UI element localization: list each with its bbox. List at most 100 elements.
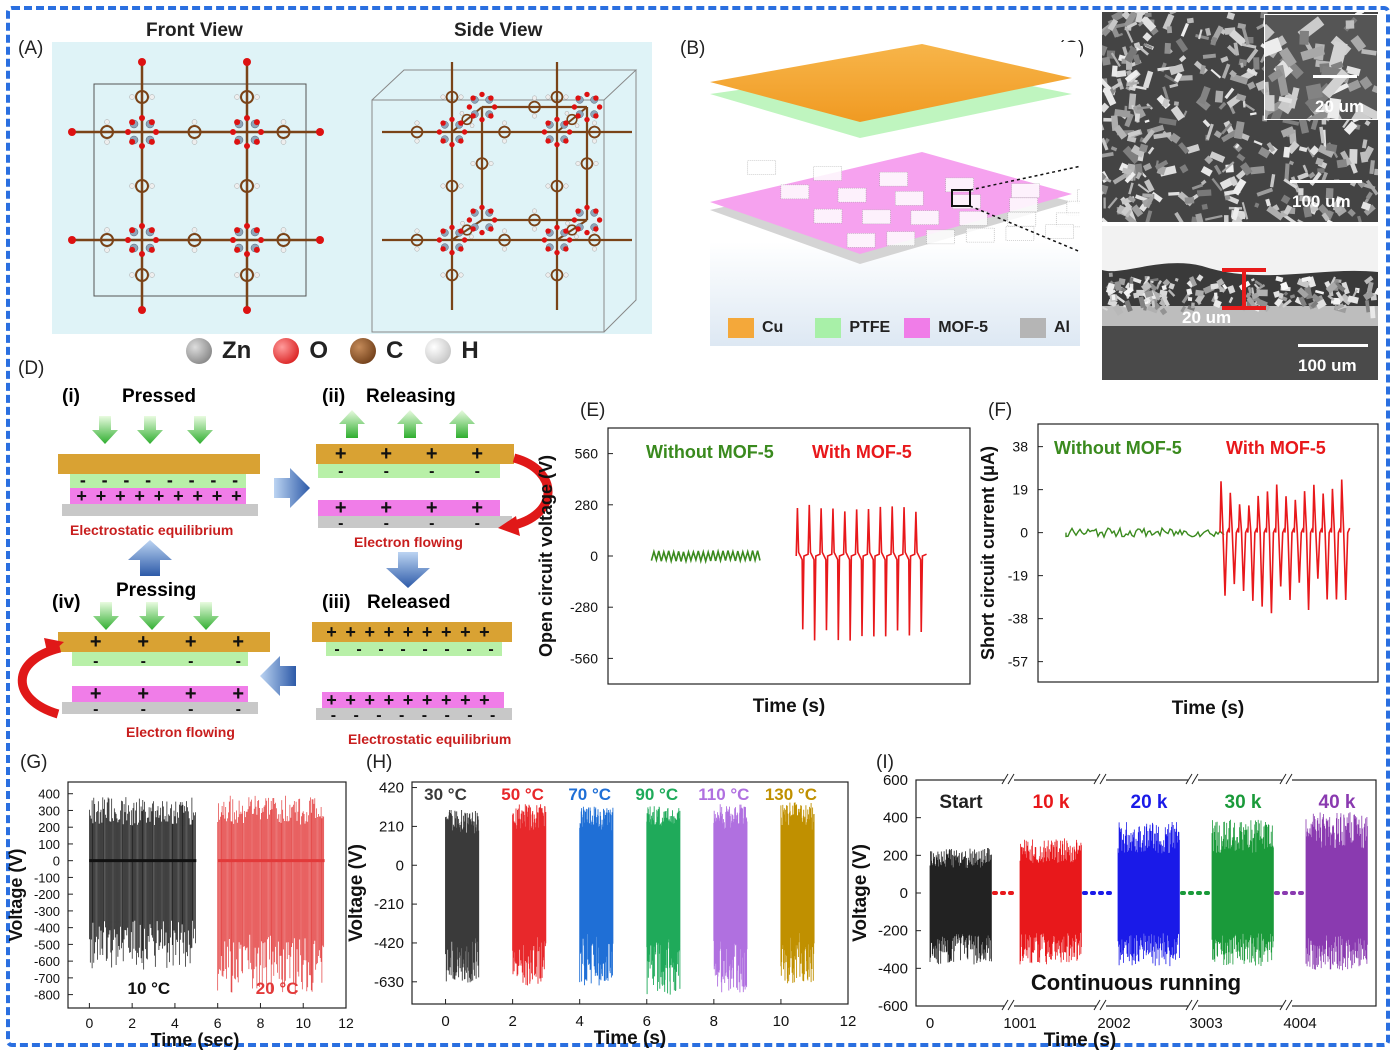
chart-h-ytick-label: 420	[379, 780, 404, 797]
legend-h: H	[461, 337, 479, 364]
svg-text:-: -	[102, 470, 108, 490]
chart-h-frame	[411, 781, 849, 1005]
chart-h-ytick-label: -210	[374, 896, 404, 913]
device-structure-panel	[710, 42, 1106, 346]
svg-text:-: -	[141, 701, 146, 718]
layer-legend: Cu PTFE MOF-5 Al	[728, 318, 1070, 338]
chart-e-ytick-label: -280	[570, 599, 598, 615]
al-swatch	[1020, 318, 1046, 338]
chart-g-xtick-label: 2	[128, 1015, 136, 1031]
chart-i-ytick-label: -400	[878, 960, 908, 977]
svg-text:-: -	[93, 653, 98, 670]
svg-text:-: -	[488, 641, 493, 658]
svg-text:-: -	[399, 707, 404, 724]
svg-text:+: +	[173, 486, 184, 506]
svg-text:-: -	[444, 641, 449, 658]
panel-label-h: (H)	[366, 752, 393, 773]
svg-text:+: +	[345, 690, 356, 710]
chart-i-ytick-label: 600	[883, 772, 908, 789]
chart-i-axis-break-top-0	[1004, 774, 1014, 786]
chart-h-xtick-label: 4	[576, 1013, 584, 1030]
svg-text:-: -	[167, 470, 173, 490]
panel-label-g: (G)	[20, 752, 48, 773]
svg-text:+: +	[380, 443, 392, 465]
svg-text:-: -	[467, 707, 472, 724]
chart-g-xlabel: Time (sec)	[151, 1030, 240, 1050]
chart-h-xtick-label: 10	[773, 1013, 790, 1030]
sem-inset-image: 20 um	[1264, 14, 1378, 120]
chart-f-series-without	[1065, 526, 1225, 539]
chart-g-ytick-label: 300	[38, 803, 60, 818]
svg-text:-: -	[188, 653, 193, 670]
svg-text:-: -	[475, 515, 480, 532]
svg-text:-: -	[384, 515, 389, 532]
svg-text:+: +	[185, 683, 197, 705]
chart-h-series-3	[646, 806, 681, 995]
svg-text:-: -	[145, 470, 151, 490]
front-view-title: Front View	[146, 20, 243, 41]
stage-ii-label: (ii)	[322, 386, 346, 407]
chart-f-frame	[1037, 423, 1379, 683]
h-atom-icon	[425, 338, 452, 364]
chart-i-xtick-label: 2002	[1097, 1015, 1130, 1032]
electrostatic-equilibrium-label-1: Electrostatic equilibrium	[70, 522, 234, 538]
panel-label-i: (I)	[876, 752, 894, 773]
chart-g-ytick-label: -700	[34, 971, 60, 986]
svg-text:-: -	[338, 463, 343, 480]
chart-i-break-mark-bot-b-0	[1007, 999, 1015, 1011]
panel-label-d: (D)	[18, 358, 45, 379]
svg-text:+: +	[479, 690, 490, 710]
chart-h-series-4	[713, 804, 748, 993]
chart-g-ytick-label: -200	[34, 887, 60, 902]
chart-e-series-without	[650, 548, 761, 565]
zn-atom-icon	[186, 338, 212, 364]
chart-h-ylabel: Voltage (V)	[346, 844, 367, 942]
chart-h-xtick-label: 0	[441, 1013, 449, 1030]
chart-i-series-3	[1211, 819, 1274, 966]
stage-iv-label: (iv)	[52, 592, 81, 613]
chart-i-series-label-3: 30 k	[1225, 792, 1262, 813]
atom-legend: Zn O C H	[186, 336, 479, 366]
chart-f-ytick-label: 38	[1012, 439, 1028, 455]
chart-h-series-5	[780, 802, 815, 984]
chart-i-break-mark-bot-b-1	[1099, 999, 1107, 1011]
chart-e-series-with	[795, 504, 927, 641]
chart-i-ylabel: Voltage (V)	[850, 844, 871, 942]
working-mechanism-diagram: - - - - - - - -+ + + + + + + + ++ + + +- - - -+ + + +- - - -+ + + + + + +…	[17, 410, 553, 724]
svg-text:+: +	[115, 486, 126, 506]
svg-text:-: -	[236, 653, 241, 670]
chart-i-axis-break-bottom-0	[1004, 1000, 1014, 1012]
svg-text:+: +	[384, 690, 395, 710]
chart-i-break-mark-bot-b-2	[1191, 999, 1199, 1011]
chart-i-break-mark-top-b-3	[1285, 773, 1293, 785]
device-layers-svg	[710, 44, 1106, 346]
svg-text:-: -	[210, 470, 216, 490]
svg-text:-: -	[466, 641, 471, 658]
svg-text:-: -	[444, 707, 449, 724]
side-view-title: Side View	[454, 20, 543, 41]
svg-text:-: -	[188, 701, 193, 718]
chart-i-break-mark-top-b-2	[1191, 773, 1199, 785]
chart-g-xtick-label: 10	[295, 1015, 311, 1031]
svg-text:-: -	[378, 641, 383, 658]
chart-g-series-label-0: 10 °C	[127, 979, 170, 998]
svg-text:+: +	[326, 622, 337, 642]
svg-text:+: +	[426, 497, 438, 519]
chart-i-axis-break-top-1	[1096, 774, 1106, 786]
stage-i-label: (i)	[62, 386, 80, 407]
chart-f-xlabel: Time (s)	[1172, 698, 1245, 719]
chart-h-series-2	[579, 806, 614, 986]
zoom-box	[951, 189, 971, 207]
chart-i-break-mark-bot-a-1	[1093, 999, 1101, 1011]
svg-text:-: -	[331, 707, 336, 724]
panel-label-a: (A)	[18, 38, 44, 59]
svg-text:+: +	[365, 622, 376, 642]
chart-i-series-label-2: 20 k	[1131, 792, 1168, 813]
panel-label-e: (E)	[580, 400, 606, 421]
chart-h-series-label-1: 50 °C	[501, 785, 544, 804]
o-atom-icon	[273, 338, 300, 364]
svg-text:+: +	[422, 690, 433, 710]
sem-cross-section-image: 20 um 100 um	[1102, 226, 1378, 380]
chart-i-break-mark-bot-b-3	[1285, 999, 1293, 1011]
